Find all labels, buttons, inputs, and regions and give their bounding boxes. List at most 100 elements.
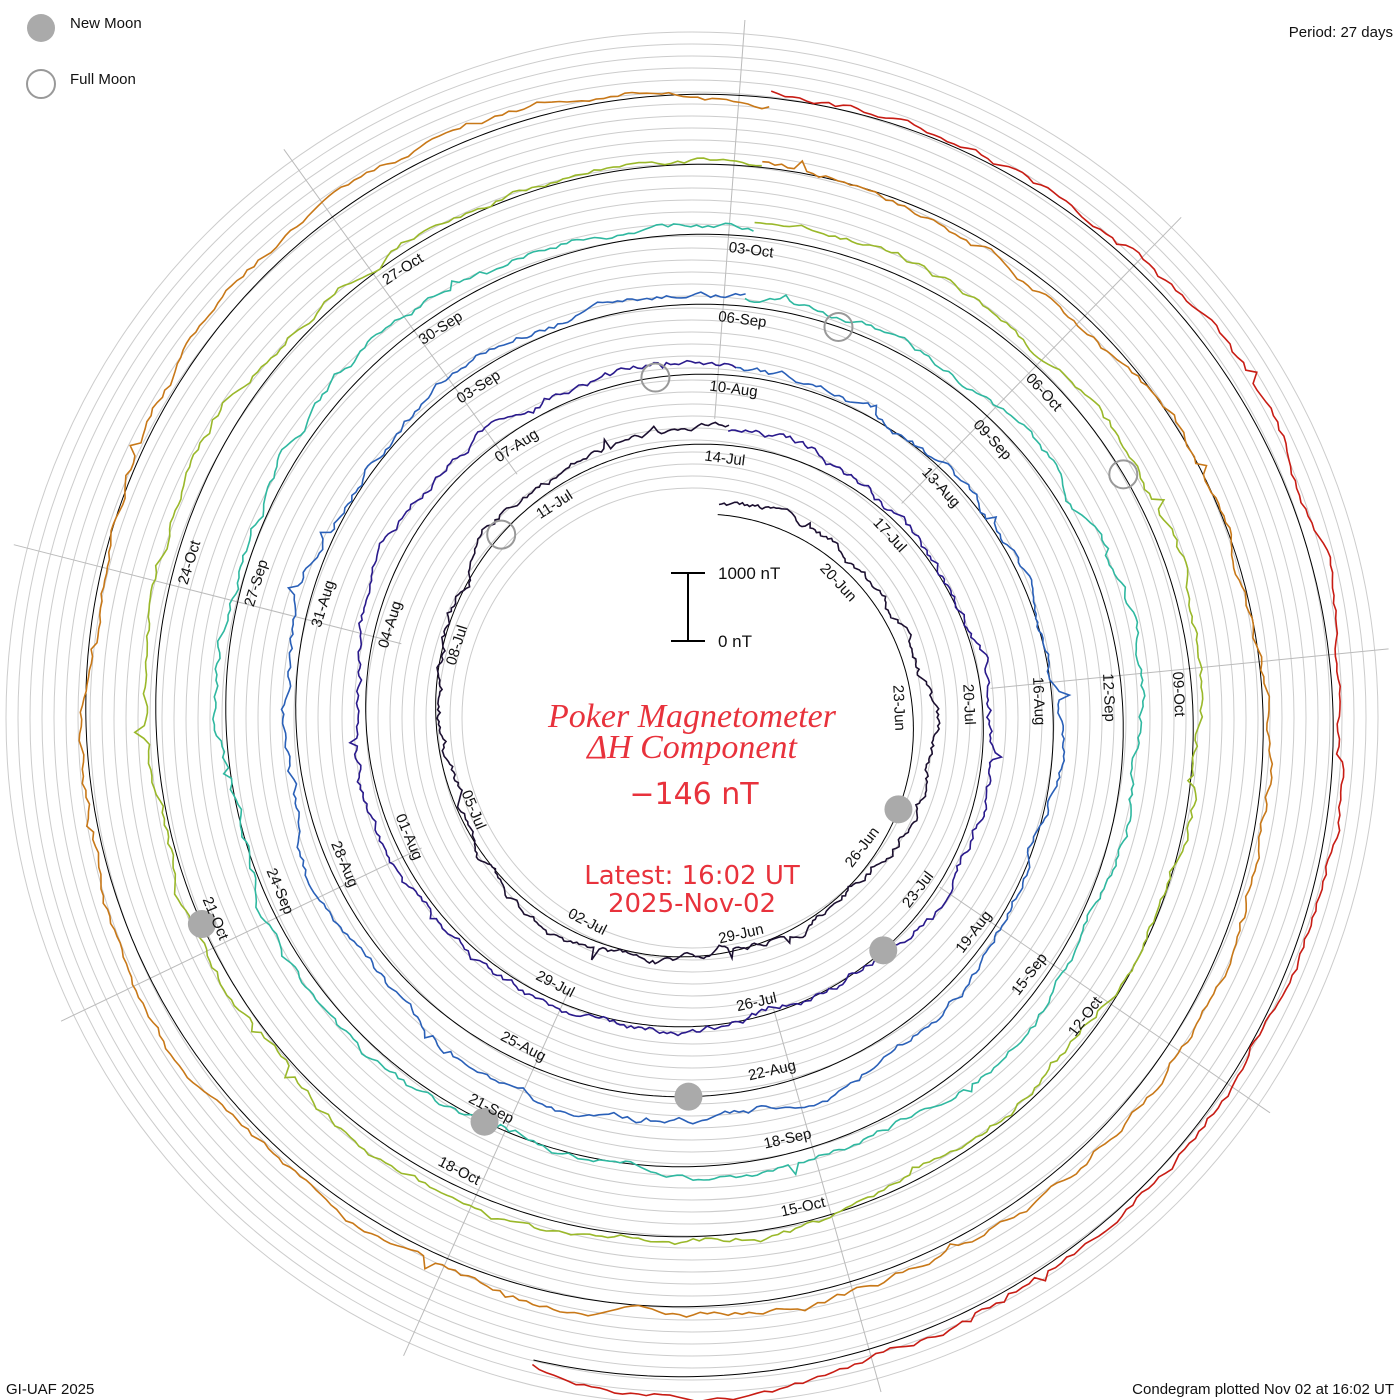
series-line-5 (133, 157, 1204, 1246)
date-label: 12-Sep (1099, 673, 1118, 722)
grid-spoke (714, 19, 746, 419)
scale-top-label: 1000 nT (718, 564, 780, 583)
new-moon-marker (674, 1082, 703, 1111)
grid-ring (341, 367, 1043, 1069)
grid-rings (5, 31, 1379, 1400)
latest-value: −146 nT (629, 777, 759, 812)
date-label: 26-Jul (735, 990, 779, 1016)
date-label: 18-Sep (762, 1125, 813, 1152)
date-label: 16-Aug (1029, 677, 1048, 726)
date-label: 30-Sep (416, 308, 466, 348)
grid-ring (185, 211, 1199, 1225)
scale-bottom-label: 0 nT (718, 632, 752, 651)
new-moon-label: New Moon (70, 15, 142, 32)
series-line-1 (436, 421, 941, 965)
grid-ring (401, 427, 983, 1009)
date-label: 18-Oct (435, 1153, 484, 1189)
full-moon-label: Full Moon (70, 71, 136, 88)
series-line-3 (280, 291, 1072, 1125)
grid-ring (233, 259, 1151, 1177)
grid-ring (377, 403, 1007, 1033)
series-line-6 (78, 91, 1274, 1318)
grid-ring (65, 91, 1319, 1345)
grid-ring (29, 55, 1355, 1381)
grid-ring (281, 307, 1103, 1129)
grid-ring (53, 79, 1331, 1357)
date-label: 06-Sep (717, 308, 767, 331)
date-label: 06-Oct (1022, 370, 1066, 415)
moon-markers (187, 311, 1139, 1136)
grid-spokes (13, 19, 1389, 1393)
date-label: 11-Jul (533, 487, 576, 523)
latest-date: 2025-Nov-02 (608, 889, 776, 919)
date-label: 03-Oct (728, 239, 776, 262)
date-label: 20-Jul (959, 684, 978, 726)
period-label: Period: 27 days (1289, 24, 1393, 41)
date-label: 15-Oct (779, 1194, 827, 1221)
series-line-7 (531, 90, 1345, 1400)
new-moon-legend-icon (27, 14, 55, 42)
new-moon-marker (869, 936, 898, 965)
grid-ring (449, 475, 935, 961)
grid-ring (5, 31, 1379, 1400)
scale-bar: 1000 nT 0 nT (671, 564, 780, 651)
grid-ring (77, 103, 1307, 1333)
grid-ring (257, 283, 1127, 1153)
baseline-spiral (85, 93, 1334, 1378)
series-line-4 (212, 222, 1146, 1182)
grid-spoke (939, 886, 1271, 1114)
grid-ring (293, 319, 1091, 1117)
grid-ring (17, 43, 1367, 1393)
grid-ring (89, 115, 1295, 1321)
date-label: 23-Jun (889, 685, 908, 732)
grid-spoke (60, 847, 422, 1022)
full-moon-marker (486, 519, 517, 550)
series-lines (78, 90, 1345, 1400)
date-label: 01-Aug (392, 811, 426, 862)
date-label: 23-Jul (899, 868, 937, 911)
date-label: 24-Oct (175, 538, 205, 587)
full-moon-marker (640, 362, 671, 393)
grid-ring (113, 139, 1271, 1297)
new-moon-marker (187, 910, 216, 939)
grid-ring (125, 151, 1259, 1285)
new-moon-marker (470, 1107, 499, 1136)
date-label: 14-Jul (703, 448, 746, 470)
grid-spoke (13, 544, 402, 645)
chart-title: Poker Magnetometer (547, 698, 837, 735)
grid-ring (41, 67, 1343, 1369)
footer-plotted: Condegram plotted Nov 02 at 16:02 UT (1132, 1381, 1394, 1398)
grid-ring (425, 451, 959, 985)
grid-ring (173, 199, 1211, 1237)
date-label: 22-Aug (747, 1057, 798, 1084)
date-label: 10-Aug (708, 378, 758, 401)
full-moon-legend-icon (26, 69, 56, 99)
grid-ring (101, 127, 1283, 1309)
series-line-2 (348, 359, 1004, 1037)
grid-spoke (772, 1006, 882, 1393)
grid-ring (161, 187, 1223, 1249)
grid-ring (197, 223, 1187, 1213)
baseline-spiral-path (85, 93, 1334, 1378)
date-label: 09-Oct (1169, 671, 1188, 718)
grid-spoke (403, 991, 569, 1357)
grid-ring (389, 415, 995, 1021)
date-label: 26-Jun (842, 824, 883, 871)
chart-subtitle: ΔH Component (585, 729, 798, 766)
grid-ring (245, 271, 1139, 1165)
new-moon-marker (884, 795, 913, 824)
grid-ring (461, 487, 923, 949)
date-label: 29-Jun (717, 921, 766, 948)
grid-spoke (283, 148, 518, 475)
date-label: 29-Jul (533, 967, 577, 1001)
full-moon-marker (1108, 459, 1139, 490)
grid-ring (353, 379, 1031, 1057)
date-label: 28-Aug (327, 839, 361, 890)
full-moon-marker (823, 311, 854, 342)
date-label: 03-Sep (454, 367, 504, 407)
latest-time: Latest: 16:02 UT (584, 861, 800, 891)
date-label: 02-Jul (565, 905, 609, 939)
grid-ring (209, 235, 1175, 1201)
